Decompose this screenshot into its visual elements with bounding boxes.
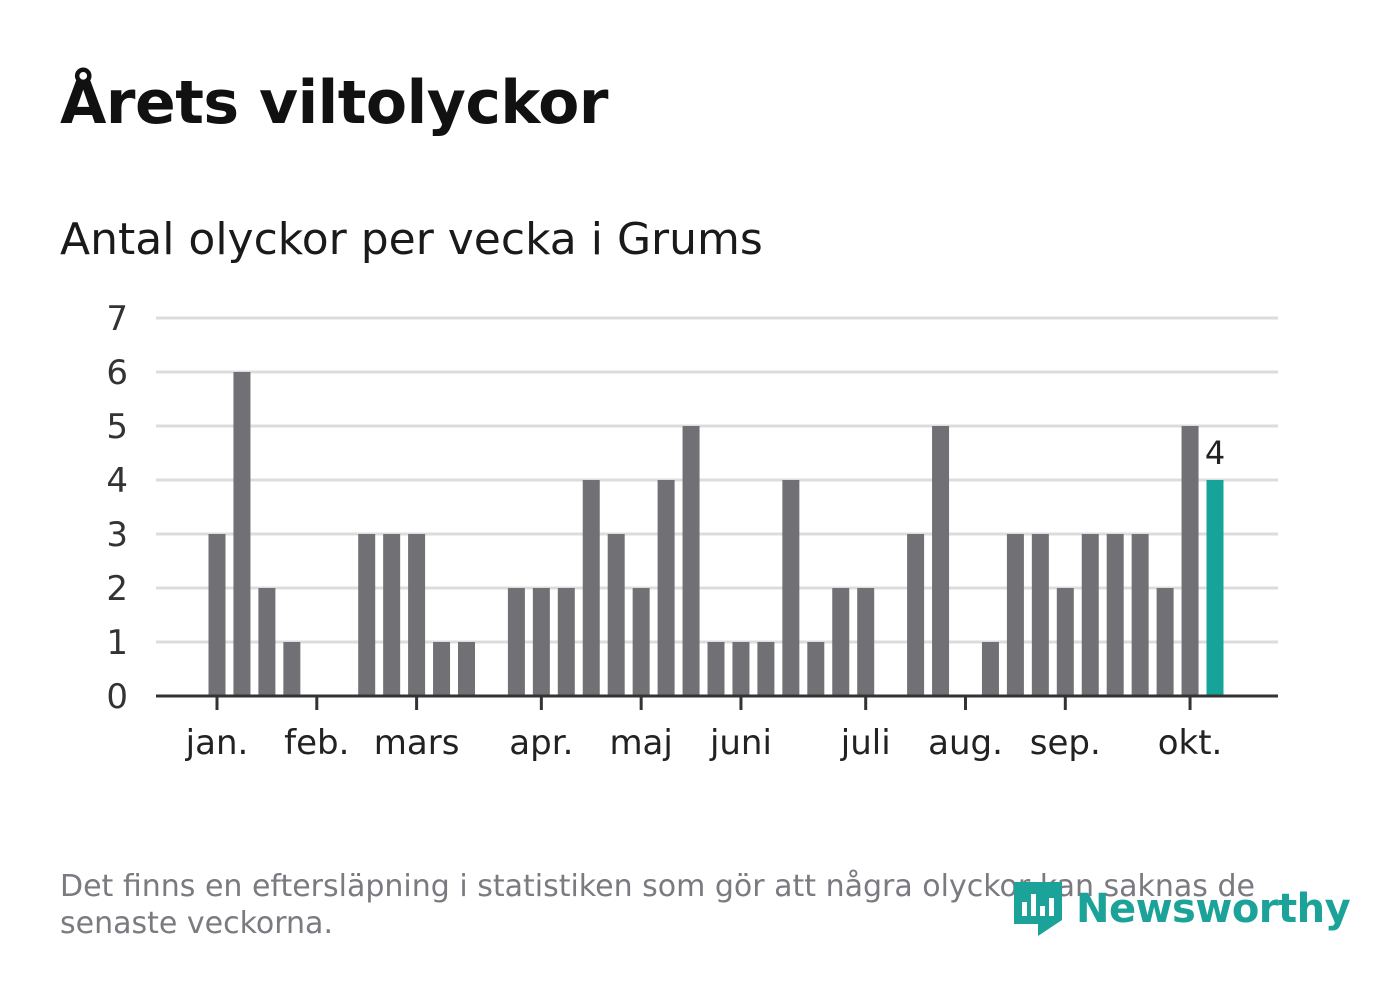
bar (1081, 534, 1099, 696)
bar-highlight (1206, 480, 1224, 696)
y-tick-label: 6 (106, 353, 128, 393)
bar (1131, 534, 1149, 696)
bar (1106, 534, 1124, 696)
bar (782, 480, 800, 696)
bar (1056, 588, 1074, 696)
y-tick-label: 1 (106, 623, 128, 663)
bar (532, 588, 550, 696)
highlight-value-label: 4 (1205, 434, 1225, 472)
y-tick-label: 4 (106, 461, 128, 501)
bar (283, 642, 301, 696)
bar (682, 426, 700, 696)
y-tick-label: 3 (106, 515, 128, 555)
bar (981, 642, 999, 696)
y-tick-label: 7 (106, 299, 128, 339)
y-tick-label: 2 (106, 569, 128, 609)
chart-subtitle: Antal olyckor per vecka i Grums (60, 214, 763, 265)
bar (557, 588, 575, 696)
bar (1031, 534, 1049, 696)
y-tick-label: 5 (106, 407, 128, 447)
brand-name: Newsworthy (1076, 886, 1351, 932)
bar (607, 534, 625, 696)
newsworthy-logo-icon (1014, 882, 1062, 936)
x-tick-label: apr. (509, 723, 573, 763)
bar (857, 588, 875, 696)
bar (408, 534, 426, 696)
y-axis-ticks: 0 1 2 3 4 5 6 7 (106, 299, 128, 717)
y-tick-label: 0 (106, 677, 128, 717)
x-tick-label: juni (709, 723, 772, 763)
bar (433, 642, 451, 696)
bar (907, 534, 925, 696)
bar (383, 534, 401, 696)
bar (1181, 426, 1199, 696)
bar (358, 534, 376, 696)
bar (458, 642, 475, 696)
bar (707, 642, 725, 696)
bar (233, 372, 251, 696)
bars (208, 372, 1224, 696)
x-tick-label: sep. (1030, 723, 1101, 763)
bar (757, 642, 775, 696)
x-tick-label: mars (374, 723, 460, 763)
bar (807, 642, 825, 696)
bar (732, 642, 750, 696)
brand-logo: Newsworthy (1010, 878, 1351, 940)
x-tick-label: aug. (928, 723, 1003, 763)
x-tick-label: maj (609, 723, 672, 763)
bar (507, 588, 525, 696)
data-labels: 4 (1205, 434, 1225, 472)
bar (657, 480, 675, 696)
x-tick-label: jan. (185, 723, 249, 763)
x-axis: jan. feb. mars apr. maj juni juli aug. sep. okt. (156, 694, 1278, 763)
bar (1156, 588, 1174, 696)
bar (258, 588, 276, 696)
bar (632, 588, 650, 696)
x-tick-label: juli (840, 723, 891, 763)
bar (832, 588, 850, 696)
chart-title: Årets viltolyckor (60, 68, 609, 138)
bar (208, 534, 226, 696)
bar (582, 480, 600, 696)
bar (932, 426, 950, 696)
bar (1006, 534, 1024, 696)
x-tick-label: feb. (284, 723, 349, 763)
x-tick-label: okt. (1158, 723, 1223, 763)
